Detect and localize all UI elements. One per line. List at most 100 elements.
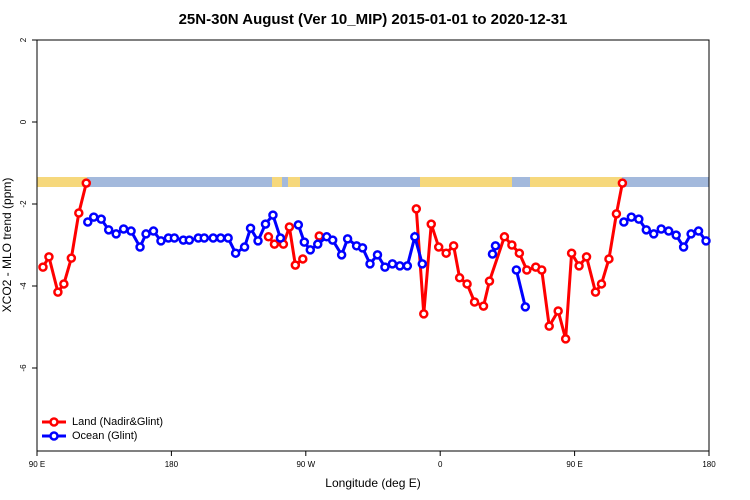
legend-label: Ocean (Glint) [72,430,137,442]
point [88,212,99,222]
point [208,233,218,243]
point [536,265,547,275]
plot-frame [36,39,710,452]
point [290,260,301,270]
point [448,241,459,251]
point [230,248,241,258]
point [263,232,274,242]
point [327,235,338,245]
point [522,265,532,275]
point [454,273,465,283]
y-tick-label: -2 [19,200,28,208]
point [441,248,451,258]
x-tick-label: 0 [438,460,443,469]
point [126,226,136,236]
y-tick-label: -6 [19,364,28,372]
legend-marker [49,431,59,441]
x-tick-label: 90 E [29,460,45,469]
x-tick-label: 90 E [566,460,582,469]
point [663,226,674,236]
point [74,208,84,218]
point [342,234,353,244]
point [701,236,711,246]
point [336,250,347,260]
point [553,306,563,316]
point [148,226,159,236]
x-tick-label: 90 W [296,460,315,469]
point [560,334,571,344]
point [103,225,114,235]
point [596,279,607,289]
point [44,252,54,262]
x-tick-label: 180 [165,460,179,469]
point [275,233,286,243]
x-axis-label: Longitude (deg E) [325,476,420,490]
series-line [41,182,624,340]
point [38,262,48,272]
point [490,241,501,251]
point [184,235,195,245]
point [693,226,704,236]
point [111,229,121,239]
point [402,261,413,271]
point [678,242,689,252]
point [478,301,489,311]
point [419,309,429,319]
point [305,245,316,255]
chart-title: 25N-30N August (Ver 10_MIP) 2015-01-01 t… [179,11,568,28]
point [590,287,601,297]
point [410,232,420,242]
point [507,240,517,250]
y-tick-label: 2 [19,37,28,42]
point [417,259,428,269]
point [83,217,93,227]
point [66,253,77,263]
point [118,224,129,234]
y-tick-label: 0 [19,119,28,124]
point [314,231,324,241]
point [81,178,92,188]
y-axis-label: XCO2 - MLO trend (ppm) [0,178,14,313]
point [215,233,226,243]
point [520,302,531,312]
point [380,262,390,272]
point [484,276,495,286]
point [312,239,323,249]
y-tick-label: -4 [19,282,28,290]
point [299,237,310,247]
point [156,236,166,246]
point [634,214,644,224]
point [141,229,151,239]
land-sea-strip [37,177,709,187]
point [239,242,250,252]
point [372,250,383,260]
point [298,254,308,264]
point [581,252,592,262]
point [656,224,666,234]
point [433,242,444,252]
point [260,219,271,229]
point [53,287,63,297]
point [365,259,375,269]
point [96,214,106,224]
point [671,230,681,240]
x-tick-label: 180 [702,460,716,469]
point [268,210,278,220]
point [357,243,368,253]
legend-label: Land (Nadir&Glint) [72,416,163,428]
point [135,242,145,252]
point [426,219,436,229]
point [641,225,652,235]
point [648,229,659,239]
point [499,232,510,242]
legend-marker [49,417,59,427]
point [487,249,498,259]
point [199,233,210,243]
point [462,279,472,289]
point [395,261,405,271]
point [387,259,398,269]
point [293,220,304,230]
point [617,178,628,188]
point [169,233,180,243]
